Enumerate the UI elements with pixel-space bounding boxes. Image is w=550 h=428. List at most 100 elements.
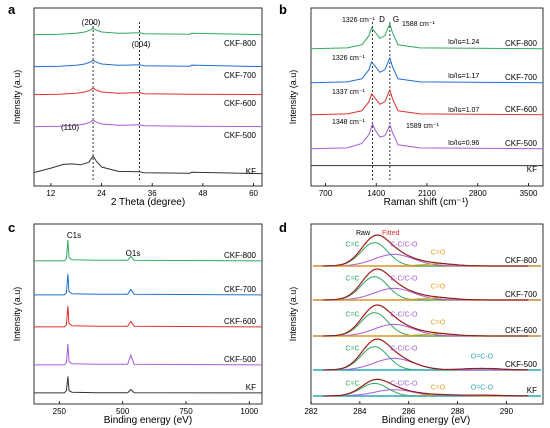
series-label-ckf-500: CKF-500 [224,355,257,364]
panel-c-xlabel: Binding energy (eV) [104,415,192,426]
panel-b-series-labels: CKF-800 CKF-700 CKF-600 CKF-500 KF [505,39,538,174]
panel-d-legend-raw: Raw [356,230,371,237]
panel-b-peak-1326: 1326 cm⁻¹ [332,55,366,62]
series-label-ckf-800: CKF-800 [505,39,538,48]
panel-a-xlabel: 2 Theta (degree) [111,197,185,208]
panel-c-letter: c [8,220,15,235]
series-line-ckf-600 [33,87,263,96]
panel-a-annotation-110: (110) [61,123,79,132]
panel-d: d Binding energy (eV) Intensity (a.u) 28… [279,220,544,426]
panel-d-series [313,234,541,397]
panel-b-ratio-500: Iᴅ/Iɢ=0.96 [448,140,479,147]
raw-ckf-800 [323,234,529,267]
series-label-ckf-500: CKF-500 [224,131,257,140]
series-label-ckf-500: CKF-500 [505,139,538,148]
panel-a-annotation-200: (200) [82,18,101,27]
series-line-ckf-500 [33,119,263,128]
series-label-ckf-600: CKF-600 [224,99,257,108]
series-label-kf: KF [527,165,537,174]
series-line-ckf-800 [310,22,544,50]
panel-a-annotation-004: (004) [132,40,151,49]
x-tick-label: 3500 [520,189,538,198]
x-tick-label: 48 [198,189,207,198]
series-label-ckf-600: CKF-600 [224,317,257,326]
panel-c-annotation-c1s: C1s [67,231,81,240]
component-label-c-c-c-o: C-C/C-O [390,276,418,283]
x-tick-label: 12 [46,189,55,198]
panel-a: a 2 Theta (degree) Intensity (a.u) 12 24 3… [8,2,263,208]
panel-a-letter: a [8,2,16,17]
panel-b-series [310,22,544,182]
fitted-ckf-500 [323,338,529,371]
series-line-ckf-800 [34,239,263,262]
series-label-ckf-600: CKF-600 [505,105,538,114]
series-line-ckf-500 [310,122,544,150]
component-label-c-c-c-o: C-C/C-O [390,346,418,353]
panel-c-series [34,239,263,394]
component-label-o-c-o: O=C-O [471,385,494,392]
series-line-kf [34,376,263,394]
series-line-ckf-600 [34,305,263,328]
series-label-ckf-600: CKF-600 [505,326,538,335]
component-label-c-o: C=O [431,385,446,392]
component-label-c-c-c-o: C-C/C-O [390,242,418,249]
series-line-ckf-500 [34,343,263,366]
component-label-c-c-c-o: C-C/C-O [390,312,418,319]
panel-c-ylabel: Intensity (a.u) [12,287,22,342]
series-label-ckf-700: CKF-700 [224,71,257,80]
panel-a-ylabel: Intensity (a.u) [12,70,22,125]
component-label-c-o: C=O [431,249,446,256]
panel-b-label-G: G [393,15,399,24]
raw-ckf-500 [323,338,529,371]
series-line-ckf-700 [33,59,263,68]
component-label-c-c: C=C [345,346,359,353]
series-line-kf [33,155,263,175]
panel-d-letter: d [279,220,287,235]
panel-a-ticks: 12 24 36 48 60 [46,183,259,198]
panel-b-peak-1589: 1589 cm⁻¹ [406,123,440,130]
panel-c-ticks: 250 500 750 1000 [53,401,259,416]
component-label-c-c: C=C [345,276,359,283]
panel-b-ratio-600: Iᴅ/Iɢ=1.07 [448,107,479,114]
series-label-ckf-700: CKF-700 [505,73,538,82]
panel-d-legend-fitted: Fitted [382,230,400,237]
x-tick-label: 60 [249,189,258,198]
panel-b-letter: b [279,2,287,17]
component-label-c-o: C=O [431,319,446,326]
series-label-ckf-500: CKF-500 [505,360,538,369]
panel-c-annotation-o1s: O1s [126,249,141,258]
panel-c-series-labels: CKF-800 CKF-700 CKF-600 CKF-500 KF [224,251,257,392]
panel-d-xlabel: Binding energy (eV) [382,415,470,426]
series-label-ckf-800: CKF-800 [224,251,257,260]
panel-b-ratio-800: Iᴅ/Iɢ=1.24 [448,39,479,46]
component-label-c-c-c-o: C-C/C-O [390,381,418,388]
component-label-c-c: C=C [345,312,359,319]
panel-b-xlabel: Raman shift (cm⁻¹) [384,197,469,208]
panel-c: c Binding energy (eV) Intensity (a.u) 25… [8,220,263,426]
series-line-ckf-600 [310,88,544,116]
panel-d-frame [310,223,544,405]
panel-a-series-labels: CKF-800 CKF-700 CKF-600 CKF-500 KF [224,39,257,176]
series-line-ckf-700 [34,273,263,296]
series-label-ckf-800: CKF-800 [224,39,257,48]
panel-b-ticks: 700 1400 2100 2800 3500 [319,183,538,198]
x-tick-label: 1000 [240,407,258,416]
panel-b-peak-1337: 1337 cm⁻¹ [332,89,366,96]
panel-b-ylabel: Intensity (a.u) [288,70,298,125]
component-label-o-c-o: O=C-O [471,353,494,360]
series-label-ckf-700: CKF-700 [224,285,257,294]
panel-b-peak-1348: 1348 cm⁻¹ [332,119,366,126]
x-tick-label: 750 [179,407,193,416]
panel-d-series-labels: CKF-800 C=C C-C/C-O C=O CKF-700 C=C C-C/C-O C=O… [345,242,537,396]
x-tick-label: 290 [500,407,514,416]
panel-b-peak-1588-top: 1588 cm⁻¹ [402,21,436,28]
x-tick-label: 250 [53,407,67,416]
panel-b-peak-1326-top: 1326 cm⁻¹ [342,17,376,24]
series-label-ckf-800: CKF-800 [505,256,538,265]
series-line-ckf-700 [310,56,544,84]
x-tick-label: 700 [319,189,333,198]
series-label-kf: KF [246,383,256,392]
panel-a-series [33,22,263,182]
x-tick-label: 282 [304,407,318,416]
panel-b-label-D: D [379,15,385,24]
